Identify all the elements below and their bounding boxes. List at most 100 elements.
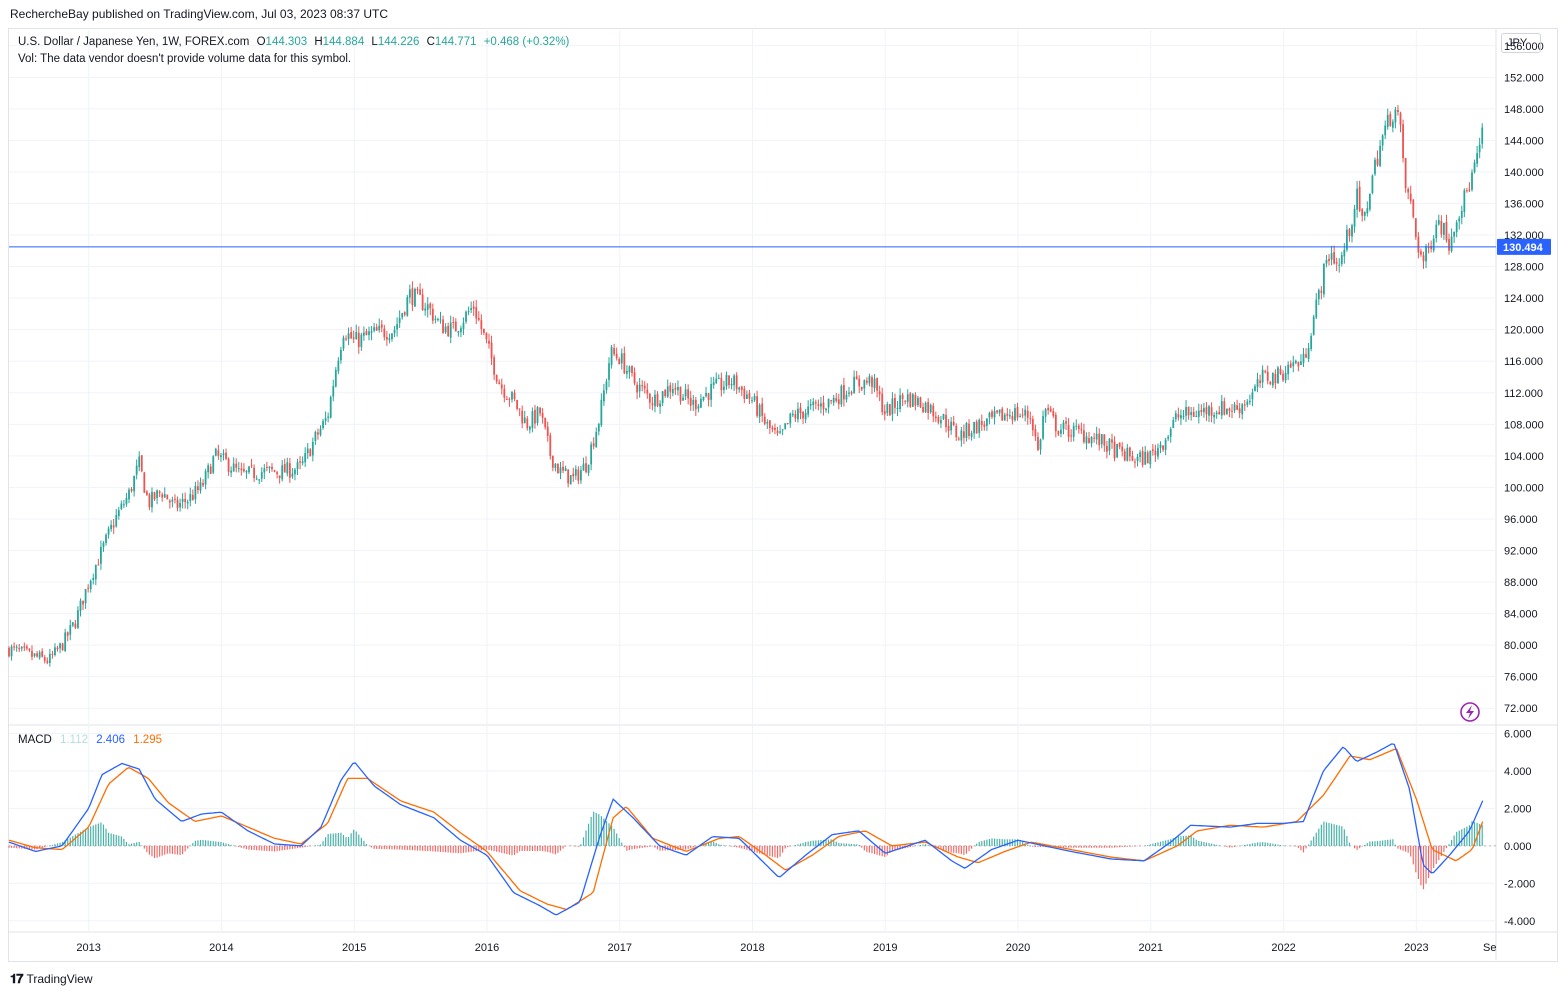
candle-body <box>1437 220 1440 225</box>
candle-body <box>322 421 324 429</box>
currency-badge[interactable]: JPY <box>1501 33 1541 53</box>
candle-body <box>603 390 605 402</box>
candle-body <box>1052 410 1055 416</box>
candle-body <box>225 452 227 460</box>
candle-body <box>1118 442 1121 447</box>
candle-body <box>357 332 360 348</box>
candle-body <box>827 398 830 408</box>
candle-body <box>797 408 799 420</box>
candle-body <box>15 646 18 648</box>
candle-body <box>1409 193 1412 201</box>
candle-body <box>1448 239 1450 251</box>
candle-body <box>362 332 365 336</box>
time-tick-label: 2020 <box>1006 942 1030 954</box>
price-tick-label: 156.000 <box>1504 41 1544 53</box>
candle-body <box>781 429 784 431</box>
tradingview-logo[interactable]: 𝟏𝟕 TradingView <box>10 971 93 987</box>
candle-body <box>878 391 881 395</box>
candle-body <box>329 396 332 418</box>
candle-body <box>74 623 77 628</box>
candle-body <box>25 646 28 649</box>
axis-layer: 72.000 76.000 80.000 84.000 88.000 92.000 96.0… <box>76 41 1543 954</box>
candle-body <box>304 453 307 463</box>
alert-icon[interactable] <box>1460 702 1480 722</box>
price-tick-label: 124.000 <box>1504 293 1544 305</box>
candle-body <box>449 322 452 338</box>
candle-body <box>853 376 856 394</box>
candle-body <box>110 524 113 530</box>
candle-body <box>1328 258 1330 262</box>
candle-body <box>1271 372 1274 386</box>
price-tick-label: 116.000 <box>1504 356 1543 368</box>
chart-frame <box>8 28 1558 962</box>
candle-body <box>1197 410 1200 417</box>
candle-body <box>1185 406 1187 416</box>
candle-body <box>766 421 769 424</box>
candle-body <box>523 417 526 424</box>
candle-body <box>271 466 273 470</box>
price-tick-label: 100.000 <box>1504 482 1544 494</box>
candle-body <box>406 296 409 316</box>
candle-body <box>148 494 151 508</box>
candle-body <box>705 392 707 397</box>
candle-body <box>1177 414 1180 418</box>
candle-body <box>983 424 986 427</box>
candle-body <box>23 646 26 648</box>
price-tick-label: 88.000 <box>1504 577 1538 589</box>
candle-body <box>1366 208 1369 214</box>
candle-body <box>1167 436 1170 439</box>
candle-body <box>296 462 299 470</box>
candle-body <box>327 416 330 418</box>
candle-body <box>460 328 462 333</box>
candle-body <box>715 378 718 383</box>
candle-body <box>743 388 746 399</box>
candle-body <box>896 408 899 410</box>
candle-body <box>508 398 511 400</box>
candle-body <box>452 322 455 324</box>
candle-body <box>779 431 781 433</box>
candle-body <box>1361 209 1364 216</box>
candle-body <box>988 412 991 418</box>
candle-body <box>955 425 958 438</box>
macd-legend[interactable]: MACD 1.112 2.406 1.295 <box>18 734 167 746</box>
candle-body <box>375 326 378 331</box>
candle-body <box>564 468 567 472</box>
candle-body <box>1231 410 1233 412</box>
candle-body <box>786 422 789 424</box>
candle-body <box>1190 412 1193 415</box>
candle-body <box>350 332 353 339</box>
macd-tick-label: 2.000 <box>1504 803 1532 815</box>
candle-body <box>1443 222 1445 235</box>
candle-body <box>480 320 483 330</box>
candle-body <box>965 422 968 439</box>
candle-body <box>692 399 695 405</box>
price-layer <box>8 105 1484 667</box>
candle-body <box>365 331 368 336</box>
candle-body <box>917 397 919 406</box>
candle-body <box>945 414 947 428</box>
candle-body <box>1026 410 1029 418</box>
candle-body <box>1312 316 1315 335</box>
candle-body <box>932 405 935 417</box>
candle-body <box>1368 193 1371 210</box>
candle-body <box>625 370 628 374</box>
time-tick-label: 2022 <box>1271 942 1295 954</box>
candle-body <box>71 622 74 626</box>
candle-body <box>888 404 891 416</box>
candle-body <box>393 329 396 334</box>
close-value: 144.771 <box>434 36 477 48</box>
candle-body <box>424 308 427 311</box>
candle-body <box>488 340 490 344</box>
candle-body <box>1317 290 1320 300</box>
candle-body <box>1315 299 1318 318</box>
candle-body <box>281 465 284 480</box>
candle-body <box>1029 418 1032 420</box>
high-value: 144.884 <box>322 36 365 48</box>
candle-body <box>723 386 725 391</box>
candle-body <box>1305 354 1307 358</box>
candle-body <box>156 490 158 498</box>
candle-body <box>825 408 827 411</box>
candle-body <box>774 427 776 430</box>
symbol-legend[interactable]: U.S. Dollar / Japanese Yen, 1W, FOREX.co… <box>18 36 573 48</box>
